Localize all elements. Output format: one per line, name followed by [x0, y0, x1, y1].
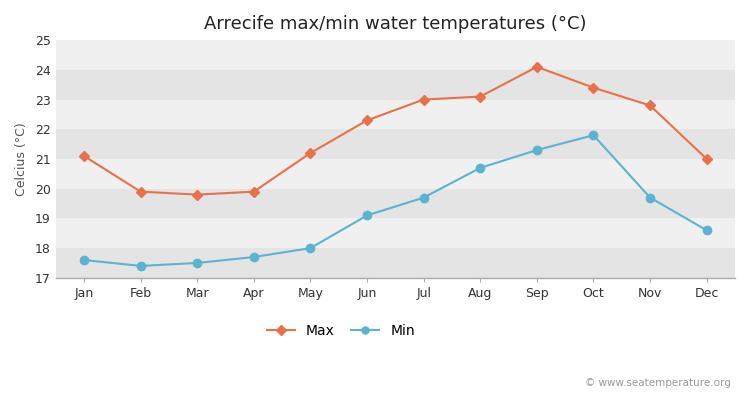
- Max: [702, 156, 711, 161]
- Min: [306, 246, 315, 250]
- Bar: [56, 40, 735, 70]
- Min: [193, 260, 202, 265]
- Title: Arrecife max/min water temperatures (°C): Arrecife max/min water temperatures (°C): [204, 15, 586, 33]
- Min: [589, 133, 598, 138]
- Bar: [56, 218, 735, 248]
- Min: [646, 195, 655, 200]
- Max: [646, 103, 655, 108]
- Max: [476, 94, 484, 99]
- Bar: [56, 248, 735, 278]
- Bar: [56, 159, 735, 189]
- Text: © www.seatemperature.org: © www.seatemperature.org: [585, 378, 731, 388]
- Y-axis label: Celcius (°C): Celcius (°C): [15, 122, 28, 196]
- Max: [419, 97, 428, 102]
- Max: [532, 64, 542, 69]
- Min: [362, 213, 371, 218]
- Min: [702, 228, 711, 233]
- Min: [419, 195, 428, 200]
- Max: [249, 189, 258, 194]
- Max: [80, 154, 88, 158]
- Min: [476, 166, 484, 170]
- Max: [193, 192, 202, 197]
- Max: [136, 189, 145, 194]
- Min: [249, 255, 258, 260]
- Line: Min: Min: [80, 131, 711, 270]
- Bar: [56, 129, 735, 159]
- Max: [306, 151, 315, 156]
- Min: [80, 258, 88, 262]
- Min: [136, 264, 145, 268]
- Min: [532, 148, 542, 152]
- Line: Max: Max: [80, 63, 710, 198]
- Max: [362, 118, 371, 123]
- Bar: [56, 70, 735, 100]
- Legend: Max, Min: Max, Min: [262, 318, 421, 343]
- Max: [589, 85, 598, 90]
- Bar: [56, 100, 735, 129]
- Bar: [56, 189, 735, 218]
